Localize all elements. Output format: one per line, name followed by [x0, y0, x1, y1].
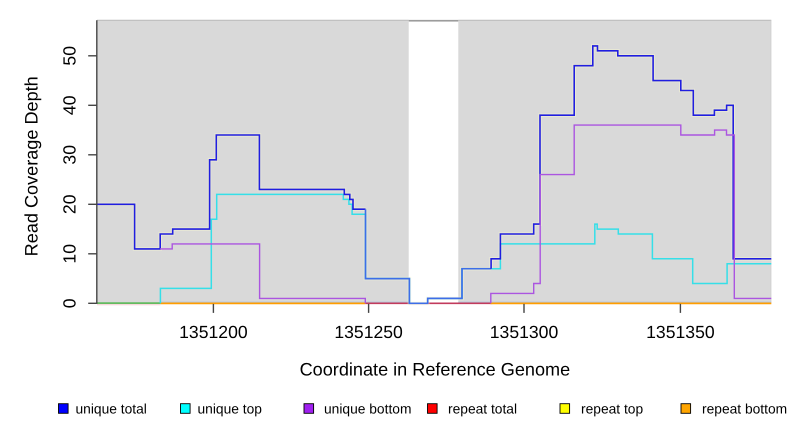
- svg-text:40: 40: [59, 95, 79, 115]
- svg-text:repeat top: repeat top: [581, 401, 643, 416]
- svg-text:1351300: 1351300: [490, 322, 559, 342]
- svg-text:unique total: unique total: [76, 401, 147, 416]
- svg-text:Read Coverage Depth: Read Coverage Depth: [22, 76, 42, 256]
- svg-text:0: 0: [59, 298, 79, 308]
- svg-text:unique bottom: unique bottom: [324, 401, 411, 416]
- svg-text:30: 30: [59, 145, 79, 165]
- svg-text:Coordinate in Reference Genome: Coordinate in Reference Genome: [300, 359, 571, 379]
- svg-text:repeat total: repeat total: [448, 401, 517, 416]
- svg-text:repeat bottom: repeat bottom: [702, 401, 787, 416]
- svg-text:20: 20: [59, 194, 79, 214]
- svg-text:1351350: 1351350: [646, 322, 715, 342]
- svg-text:unique top: unique top: [198, 401, 263, 416]
- svg-text:10: 10: [59, 244, 79, 264]
- svg-text:50: 50: [59, 46, 79, 66]
- svg-text:1351200: 1351200: [179, 322, 248, 342]
- svg-text:1351250: 1351250: [334, 322, 403, 342]
